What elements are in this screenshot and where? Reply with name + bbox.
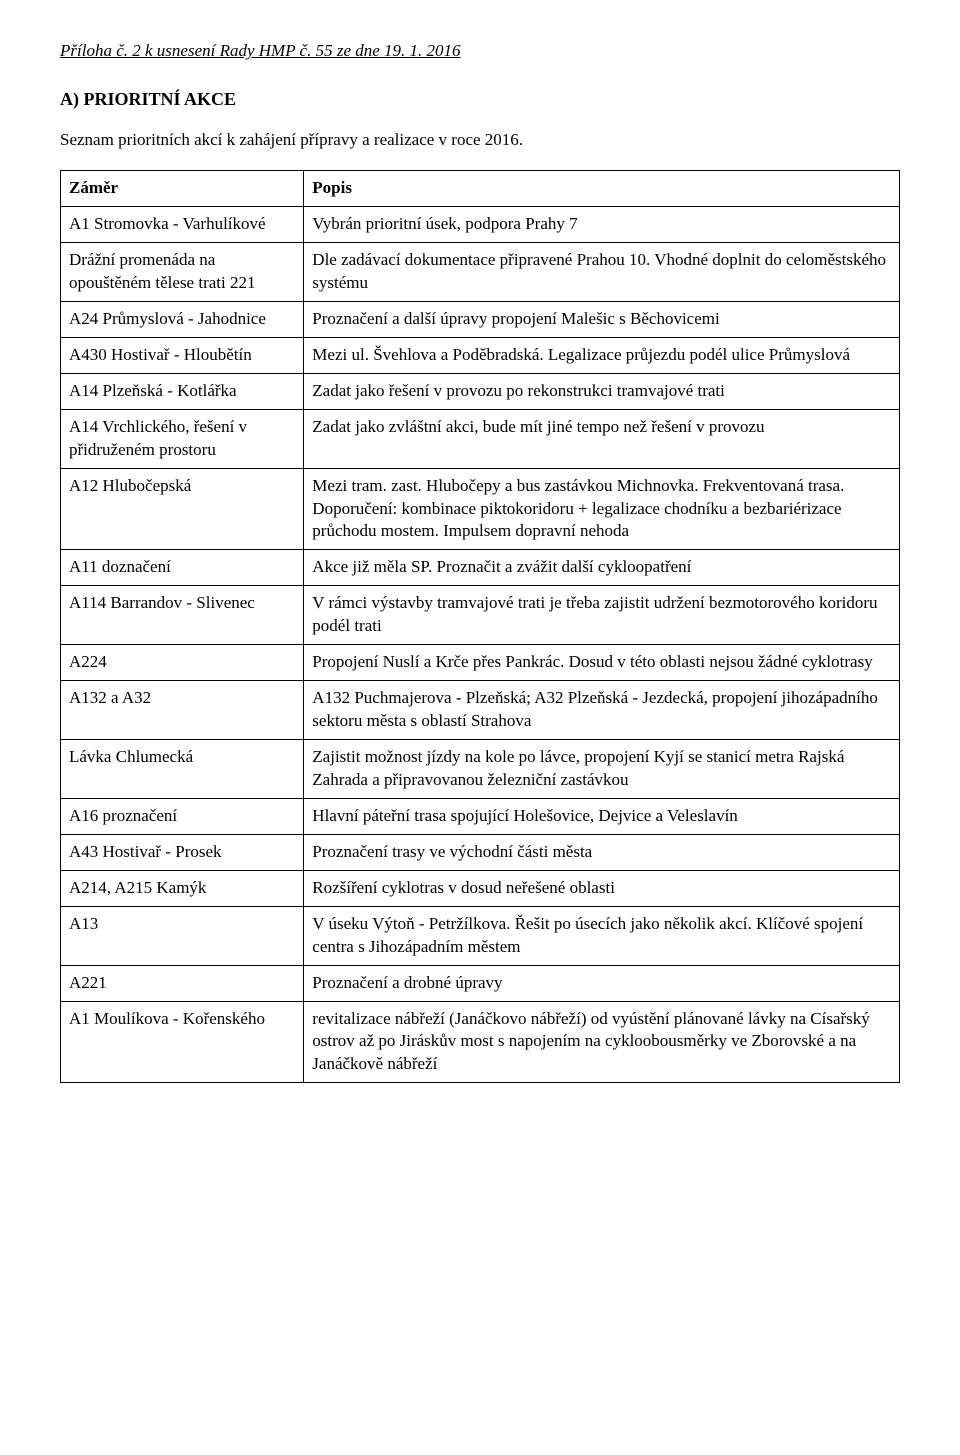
cell-popis: V rámci výstavby tramvajové trati je tře… <box>304 586 900 645</box>
table-row: A132 a A32A132 Puchmajerova - Plzeňská; … <box>61 681 900 740</box>
cell-popis: Zadat jako zvláštní akci, bude mít jiné … <box>304 409 900 468</box>
table-row: A221Proznačení a drobné úpravy <box>61 965 900 1001</box>
table-row: A13V úseku Výtoň - Petržílkova. Řešit po… <box>61 906 900 965</box>
cell-popis: Proznačení trasy ve východní části města <box>304 834 900 870</box>
cell-zamer: A13 <box>61 906 304 965</box>
table-header-row: Záměr Popis <box>61 171 900 207</box>
cell-zamer: A11 doznačení <box>61 550 304 586</box>
table-row: A11 doznačeníAkce již měla SP. Proznačit… <box>61 550 900 586</box>
table-row: A1 Stromovka - VarhulíkovéVybrán priorit… <box>61 207 900 243</box>
cell-zamer: A24 Průmyslová - Jahodnice <box>61 301 304 337</box>
cell-zamer: A224 <box>61 645 304 681</box>
cell-popis: Proznačení a drobné úpravy <box>304 965 900 1001</box>
table-row: A16 proznačeníHlavní páteřní trasa spoju… <box>61 798 900 834</box>
cell-zamer: A14 Vrchlického, řešení v přidruženém pr… <box>61 409 304 468</box>
cell-zamer: Lávka Chlumecká <box>61 740 304 799</box>
table-row: A430 Hostivař - HloubětínMezi ul. Švehlo… <box>61 337 900 373</box>
cell-zamer: A221 <box>61 965 304 1001</box>
table-row: A1 Moulíkova - Kořenskéhorevitalizace ná… <box>61 1001 900 1083</box>
cell-zamer: A114 Barrandov - Slivenec <box>61 586 304 645</box>
cell-popis: V úseku Výtoň - Petržílkova. Řešit po ús… <box>304 906 900 965</box>
table-row: A14 Vrchlického, řešení v přidruženém pr… <box>61 409 900 468</box>
table-row: A14 Plzeňská - KotlářkaZadat jako řešení… <box>61 373 900 409</box>
cell-popis: Zajistit možnost jízdy na kole po lávce,… <box>304 740 900 799</box>
intro-text: Seznam prioritních akcí k zahájení přípr… <box>60 129 900 152</box>
table-row: A24 Průmyslová - JahodniceProznačení a d… <box>61 301 900 337</box>
table-row: A43 Hostivař - ProsekProznačení trasy ve… <box>61 834 900 870</box>
cell-popis: Propojení Nuslí a Krče přes Pankrác. Dos… <box>304 645 900 681</box>
cell-popis: Zadat jako řešení v provozu po rekonstru… <box>304 373 900 409</box>
cell-zamer: A1 Stromovka - Varhulíkové <box>61 207 304 243</box>
cell-zamer: A12 Hlubočepská <box>61 468 304 550</box>
cell-zamer: Drážní promenáda na opouštěném tělese tr… <box>61 243 304 302</box>
cell-popis: Vybrán prioritní úsek, podpora Prahy 7 <box>304 207 900 243</box>
col-header-popis: Popis <box>304 171 900 207</box>
cell-popis: revitalizace nábřeží (Janáčkovo nábřeží)… <box>304 1001 900 1083</box>
cell-popis: Akce již měla SP. Proznačit a zvážit dal… <box>304 550 900 586</box>
cell-zamer: A430 Hostivař - Hloubětín <box>61 337 304 373</box>
table-body: A1 Stromovka - VarhulíkovéVybrán priorit… <box>61 207 900 1083</box>
cell-zamer: A43 Hostivař - Prosek <box>61 834 304 870</box>
cell-zamer: A14 Plzeňská - Kotlářka <box>61 373 304 409</box>
cell-popis: Proznačení a další úpravy propojení Male… <box>304 301 900 337</box>
cell-popis: Mezi ul. Švehlova a Poděbradská. Legaliz… <box>304 337 900 373</box>
section-title: A) PRIORITNÍ AKCE <box>60 87 900 111</box>
cell-popis: Dle zadávací dokumentace připravené Prah… <box>304 243 900 302</box>
page-header: Příloha č. 2 k usnesení Rady HMP č. 55 z… <box>60 40 900 63</box>
table-row: A224Propojení Nuslí a Krče přes Pankrác.… <box>61 645 900 681</box>
cell-zamer: A132 a A32 <box>61 681 304 740</box>
cell-popis: Mezi tram. zast. Hlubočepy a bus zastávk… <box>304 468 900 550</box>
table-row: A114 Barrandov - SlivenecV rámci výstavb… <box>61 586 900 645</box>
cell-zamer: A214, A215 Kamýk <box>61 870 304 906</box>
table-row: Lávka ChlumeckáZajistit možnost jízdy na… <box>61 740 900 799</box>
cell-zamer: A1 Moulíkova - Kořenského <box>61 1001 304 1083</box>
col-header-zamer: Záměr <box>61 171 304 207</box>
priority-actions-table: Záměr Popis A1 Stromovka - VarhulíkovéVy… <box>60 170 900 1083</box>
table-row: A214, A215 KamýkRozšíření cyklotras v do… <box>61 870 900 906</box>
table-row: A12 HlubočepskáMezi tram. zast. Hlubočep… <box>61 468 900 550</box>
table-row: Drážní promenáda na opouštěném tělese tr… <box>61 243 900 302</box>
cell-popis: A132 Puchmajerova - Plzeňská; A32 Plzeňs… <box>304 681 900 740</box>
cell-zamer: A16 proznačení <box>61 798 304 834</box>
cell-popis: Hlavní páteřní trasa spojující Holešovic… <box>304 798 900 834</box>
cell-popis: Rozšíření cyklotras v dosud neřešené obl… <box>304 870 900 906</box>
